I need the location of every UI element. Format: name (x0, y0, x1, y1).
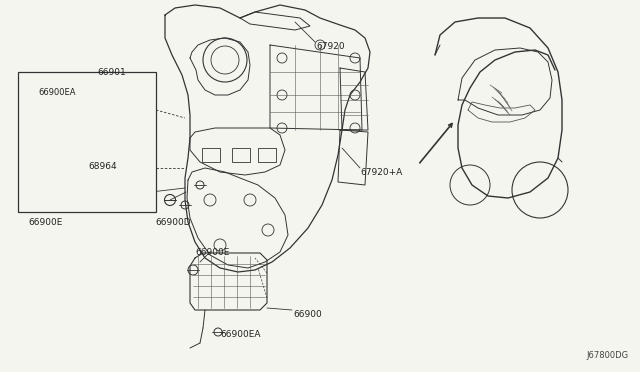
Text: 66900EA: 66900EA (220, 330, 260, 339)
Bar (202, 148, 220, 162)
Text: 66900EA: 66900EA (38, 88, 76, 97)
Bar (258, 148, 276, 162)
Text: 66900D: 66900D (155, 218, 191, 227)
Text: J67800DG: J67800DG (586, 351, 628, 360)
Text: 66900E: 66900E (195, 248, 229, 257)
Text: 66900E: 66900E (28, 218, 62, 227)
Text: 66901: 66901 (97, 68, 125, 77)
Bar (18, 72, 156, 212)
Bar (232, 148, 250, 162)
Text: 67920: 67920 (316, 42, 344, 51)
Text: 66900: 66900 (293, 310, 322, 319)
Bar (58, 130, 90, 158)
Text: 68964: 68964 (88, 162, 116, 171)
Text: 67920+A: 67920+A (360, 168, 403, 177)
